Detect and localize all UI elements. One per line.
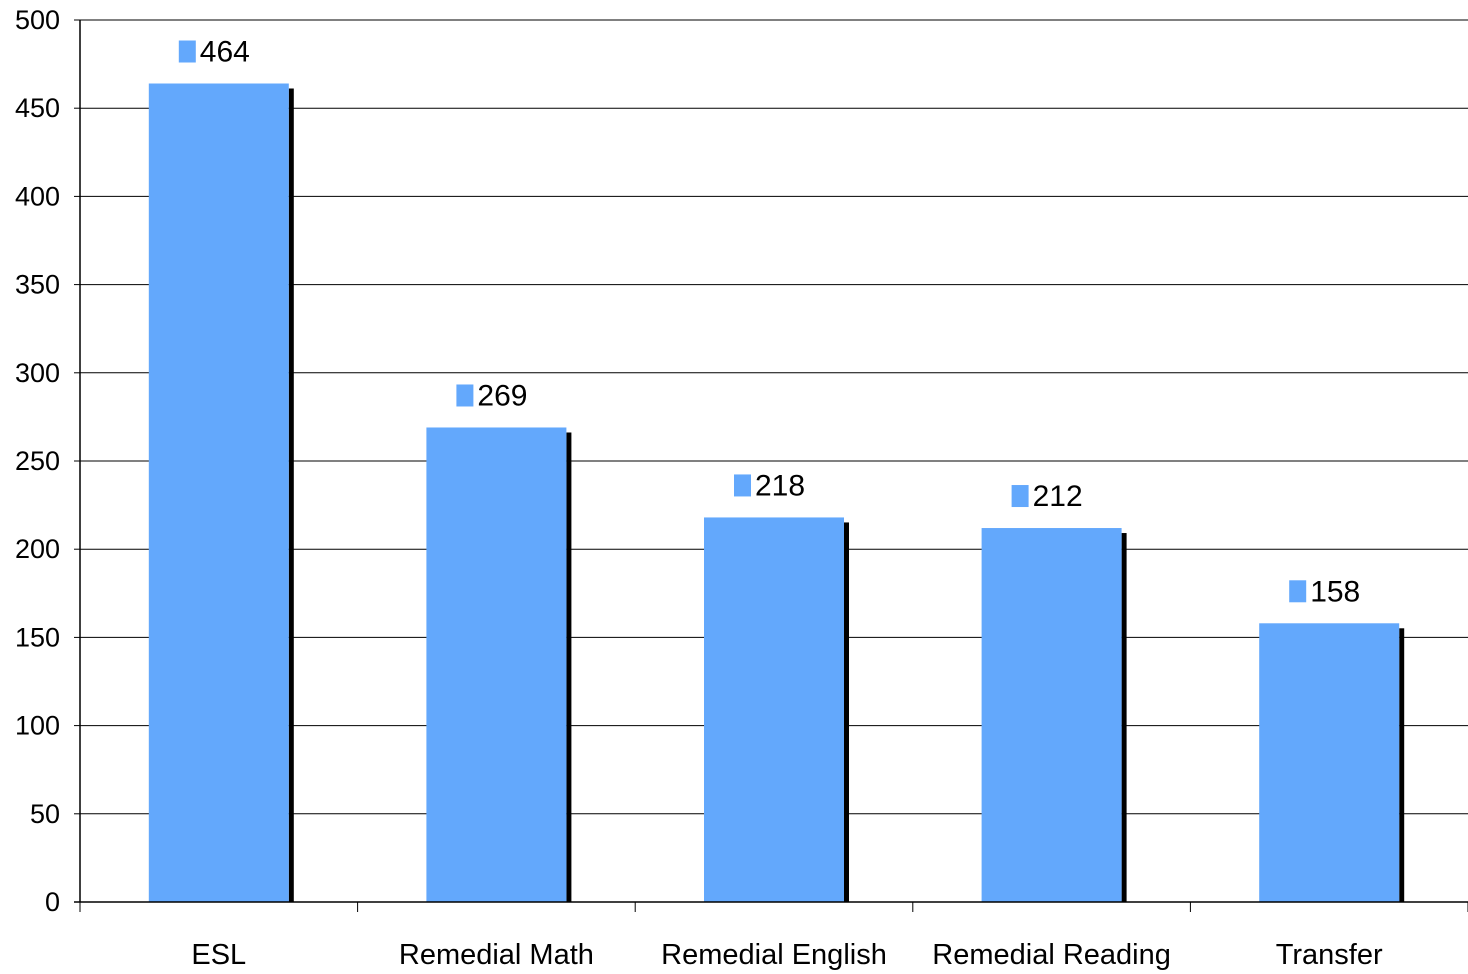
gridlines xyxy=(80,19,1468,815)
data-label-key xyxy=(456,384,474,407)
labels: 0 50 100 150 200 250 300 350 400 450 500 464 ESL 269 R… xyxy=(15,5,1383,971)
x-category-label: Remedial Math xyxy=(399,939,594,971)
y-tick-label: 100 xyxy=(15,711,60,741)
bar-remedial-reading xyxy=(981,528,1122,902)
data-label: 218 xyxy=(755,469,805,502)
data-label: 464 xyxy=(200,36,250,69)
x-category-label: ESL xyxy=(191,939,246,971)
bar-shadow xyxy=(566,432,572,902)
x-category-label: Transfer xyxy=(1276,939,1383,971)
axes xyxy=(74,19,1468,912)
bar-shadow xyxy=(844,522,849,902)
y-tick-label: 300 xyxy=(15,358,60,388)
data-label: 269 xyxy=(477,379,527,412)
y-tick-label: 150 xyxy=(15,622,60,652)
y-tick-label: 400 xyxy=(15,181,60,211)
bar-remedial-english xyxy=(704,517,844,902)
bar-shadow xyxy=(288,88,294,902)
y-tick-label: 50 xyxy=(30,799,60,829)
y-tick-label: 250 xyxy=(15,446,60,476)
bar-shadow xyxy=(1121,533,1127,902)
y-tick-label: 350 xyxy=(15,270,60,300)
y-tick-label: 500 xyxy=(15,5,60,35)
y-tick-label: 450 xyxy=(15,93,60,123)
data-label: 212 xyxy=(1033,480,1083,513)
y-tick-label: 0 xyxy=(45,887,60,917)
bar-esl xyxy=(148,83,289,902)
data-label-key xyxy=(178,40,196,63)
y-tick-label: 200 xyxy=(15,534,60,564)
bar-shadow xyxy=(1399,628,1405,902)
data-label-key xyxy=(734,474,751,497)
data-label-key xyxy=(1011,485,1029,508)
x-category-label: Remedial Reading xyxy=(932,939,1171,971)
bar-transfer xyxy=(1259,623,1400,902)
data-label-key xyxy=(1289,580,1307,603)
x-category-label: Remedial English xyxy=(661,939,887,971)
data-label: 158 xyxy=(1310,575,1360,608)
bars xyxy=(148,83,1405,902)
bar-remedial-math xyxy=(426,427,567,902)
